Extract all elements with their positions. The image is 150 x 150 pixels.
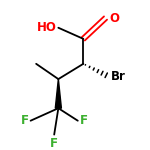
Polygon shape bbox=[55, 79, 61, 108]
Text: F: F bbox=[50, 137, 58, 150]
Text: O: O bbox=[109, 12, 119, 25]
Text: F: F bbox=[21, 114, 28, 127]
Text: HO: HO bbox=[37, 21, 57, 34]
Text: Br: Br bbox=[110, 70, 125, 83]
Text: F: F bbox=[80, 114, 88, 127]
